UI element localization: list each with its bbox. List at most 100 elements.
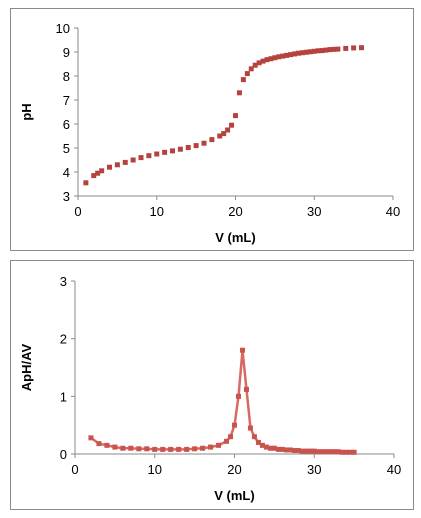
data-point — [299, 448, 305, 454]
x-tick-label: 10 — [148, 462, 162, 477]
data-point — [95, 170, 101, 176]
data-point — [359, 45, 364, 51]
data-point — [323, 449, 329, 455]
data-point — [240, 77, 246, 83]
x-axis-title: V (mL) — [214, 488, 254, 503]
data-point — [331, 449, 337, 455]
data-point — [96, 441, 102, 447]
data-point — [255, 439, 261, 445]
data-point — [136, 446, 142, 452]
x-axis-title: V (mL) — [215, 230, 255, 245]
data-point — [176, 446, 182, 452]
data-point — [279, 446, 285, 452]
series-line — [90, 350, 355, 454]
data-point — [239, 347, 245, 353]
data-point — [88, 435, 94, 441]
data-point — [83, 180, 89, 186]
data-point — [200, 445, 206, 451]
data-point — [351, 45, 357, 51]
data-point — [138, 155, 144, 161]
data-point — [144, 446, 150, 452]
data-point — [152, 446, 158, 452]
x-tick-label: 20 — [227, 462, 241, 477]
data-point — [99, 168, 105, 174]
y-tick-label: 10 — [56, 21, 70, 36]
data-point — [232, 422, 237, 428]
data-point — [104, 442, 110, 448]
data-point — [343, 449, 349, 455]
data-point — [229, 122, 235, 128]
x-tick-label: 40 — [386, 204, 400, 219]
data-point — [170, 148, 175, 154]
data-point — [209, 137, 215, 143]
x-tick-label: 30 — [307, 204, 321, 219]
data-point — [217, 133, 223, 139]
data-point — [267, 445, 273, 451]
data-point — [244, 71, 250, 77]
data-point — [339, 449, 345, 455]
y-tick-label: 2 — [60, 332, 67, 347]
data-point — [335, 46, 341, 52]
data-point — [193, 143, 199, 149]
y-tick-label: 9 — [63, 45, 70, 60]
data-point — [283, 447, 289, 453]
data-point — [296, 50, 301, 56]
data-point — [247, 425, 253, 431]
data-point — [319, 449, 325, 455]
data-point — [248, 66, 254, 72]
x-tick-label: 40 — [387, 462, 401, 477]
x-tick-label: 0 — [71, 462, 78, 477]
data-point — [351, 449, 357, 455]
data-point — [276, 54, 282, 60]
data-point — [288, 52, 294, 58]
data-point — [260, 58, 266, 64]
data-point — [120, 445, 126, 451]
data-point — [291, 448, 297, 454]
y-tick-label: 1 — [60, 389, 67, 404]
x-tick-label: 20 — [228, 204, 242, 219]
data-point — [263, 444, 269, 450]
data-point — [319, 48, 325, 54]
data-point — [256, 60, 262, 66]
y-tick-label: 6 — [63, 117, 70, 132]
data-point — [335, 449, 341, 455]
data-point — [252, 62, 258, 68]
ph-chart-svg: 3 4 5 6 7 8 9 10 0 10 20 30 40 V (mL) pH — [19, 21, 400, 245]
data-point — [236, 90, 242, 96]
data-point — [268, 56, 274, 62]
data-point — [347, 449, 353, 455]
data-point — [295, 448, 301, 454]
data-point — [303, 49, 309, 55]
data-point — [128, 445, 134, 451]
data-point — [168, 446, 174, 452]
data-point — [208, 444, 214, 450]
data-point — [107, 164, 112, 170]
data-point — [315, 449, 321, 455]
data-point — [192, 446, 198, 452]
data-point — [177, 146, 183, 152]
data-point — [225, 127, 231, 133]
data-point — [185, 145, 191, 151]
data-point — [114, 162, 120, 168]
data-point — [160, 446, 166, 452]
data-point — [228, 434, 234, 440]
data-point — [271, 445, 277, 451]
y-tick-label: 7 — [63, 93, 70, 108]
data-point — [91, 173, 97, 179]
x-tick-label: 30 — [307, 462, 321, 477]
data-point — [327, 449, 333, 455]
data-point — [343, 45, 349, 51]
data-point — [146, 153, 152, 159]
data-point — [323, 47, 329, 53]
data-point — [311, 448, 317, 454]
ph-titration-chart: 3 4 5 6 7 8 9 10 0 10 20 30 40 V (mL) pH — [10, 8, 414, 251]
x-tick-label: 10 — [150, 204, 164, 219]
derivative-chart: 0 1 2 3 0 10 20 30 40 V (mL) ApH/AV — [10, 260, 414, 510]
data-point — [284, 52, 290, 58]
data-point — [280, 53, 286, 59]
data-point — [243, 386, 249, 392]
data-point — [259, 442, 265, 448]
data-point — [251, 434, 257, 440]
data-point — [201, 140, 207, 146]
